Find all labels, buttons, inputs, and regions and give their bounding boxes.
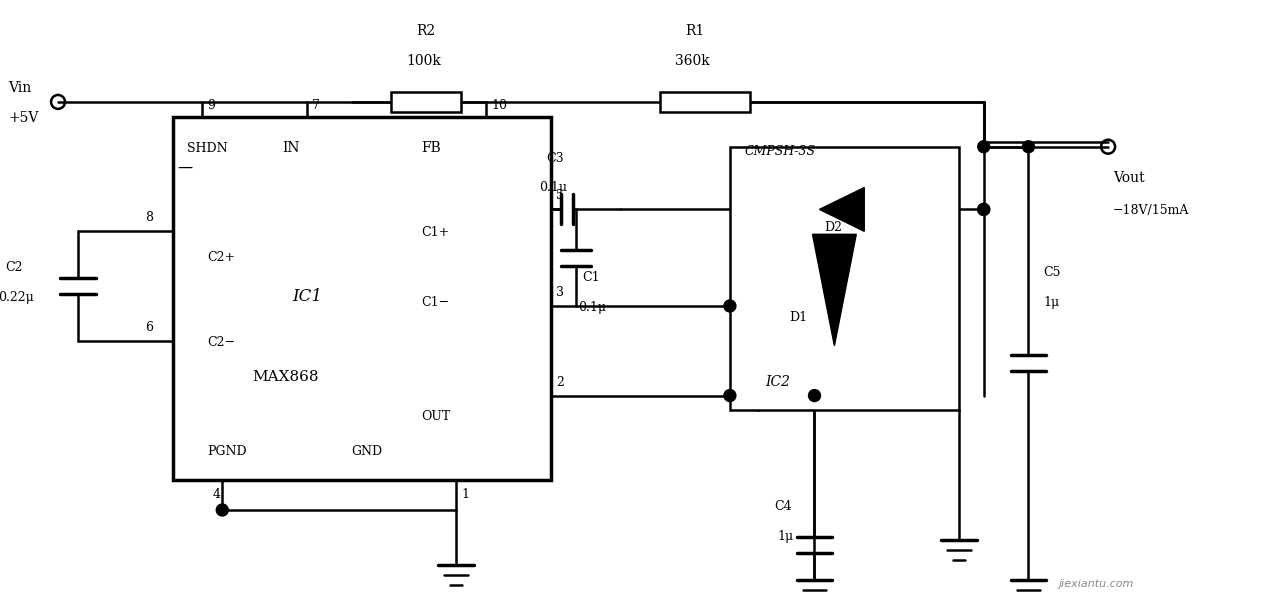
Text: 1μ: 1μ [1044, 296, 1059, 309]
Bar [392, 92, 461, 112]
Text: C1−: C1− [422, 296, 450, 309]
Polygon shape [820, 188, 864, 231]
Text: 7: 7 [312, 99, 319, 112]
Text: 8: 8 [144, 212, 152, 224]
Circle shape [978, 203, 990, 215]
Text: 9: 9 [208, 99, 215, 112]
Text: 3: 3 [556, 286, 564, 299]
Text: R1: R1 [685, 24, 704, 38]
Text: IN: IN [283, 141, 299, 155]
Text: 0.1μ: 0.1μ [538, 182, 566, 194]
Text: Vout: Vout [1114, 170, 1144, 185]
Text: PGND: PGND [208, 445, 247, 458]
Bar [730, 147, 959, 411]
Text: C1: C1 [583, 271, 601, 284]
Text: C2+: C2+ [208, 251, 236, 264]
Text: CMPSH-3S: CMPSH-3S [745, 145, 816, 158]
Bar [172, 117, 551, 480]
Text: 2: 2 [556, 375, 564, 389]
Text: —: — [177, 160, 193, 175]
Text: 360k: 360k [675, 54, 710, 68]
Text: 5: 5 [556, 190, 564, 203]
Circle shape [808, 390, 821, 402]
Text: C2: C2 [5, 261, 23, 274]
Text: GND: GND [352, 445, 383, 458]
Text: R2: R2 [417, 24, 436, 38]
Text: Vin: Vin [9, 81, 32, 95]
Text: C2−: C2− [208, 336, 236, 349]
Circle shape [978, 141, 990, 153]
Bar [660, 92, 750, 112]
Text: C5: C5 [1044, 266, 1060, 279]
Text: SHDN: SHDN [188, 142, 228, 155]
Circle shape [723, 300, 736, 312]
Text: C4: C4 [774, 500, 792, 513]
Text: OUT: OUT [422, 411, 451, 423]
Text: +5V: +5V [9, 111, 39, 125]
Text: D2: D2 [825, 221, 843, 234]
Text: IC2: IC2 [765, 375, 789, 389]
Text: C1+: C1+ [422, 226, 450, 239]
Text: C3: C3 [546, 151, 564, 164]
Text: 0.22μ: 0.22μ [0, 291, 34, 304]
Circle shape [217, 504, 228, 516]
Text: 1μ: 1μ [778, 530, 794, 543]
Circle shape [1022, 141, 1034, 153]
Text: IC1: IC1 [291, 288, 322, 305]
Text: D1: D1 [789, 311, 808, 324]
Text: 1: 1 [461, 488, 469, 501]
Circle shape [978, 203, 990, 215]
Circle shape [723, 390, 736, 402]
Text: 6: 6 [144, 321, 152, 334]
Text: MAX868: MAX868 [252, 370, 318, 384]
Text: 0.1μ: 0.1μ [579, 301, 607, 314]
Text: 100k: 100k [407, 54, 441, 68]
Text: jiexiantu.com: jiexiantu.com [1058, 579, 1134, 589]
Text: FB: FB [422, 141, 441, 155]
Text: 4: 4 [213, 488, 220, 501]
Polygon shape [812, 234, 856, 346]
Text: −18V/15mA: −18V/15mA [1114, 204, 1190, 218]
Text: 10: 10 [492, 99, 507, 112]
